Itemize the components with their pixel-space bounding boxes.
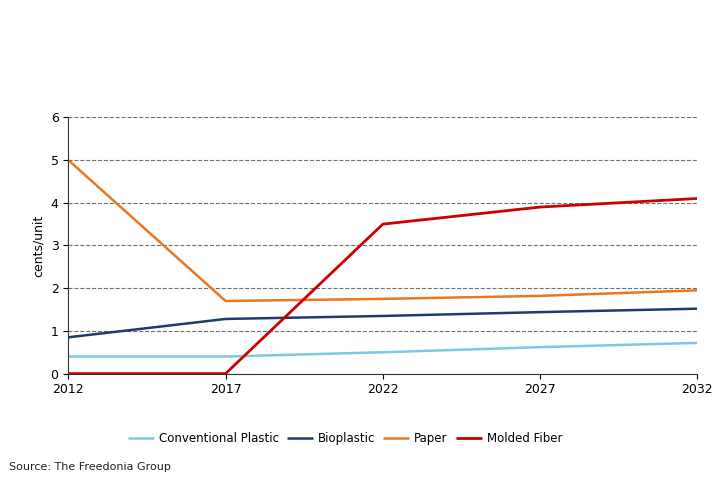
- Text: Figure 3-3.: Figure 3-3.: [9, 11, 78, 21]
- Text: (cents per unit): (cents per unit): [9, 70, 107, 80]
- Text: Disposable Straw Pricing by Material,: Disposable Straw Pricing by Material,: [9, 31, 244, 41]
- Text: Freedonia: Freedonia: [575, 86, 641, 99]
- Text: ®: ®: [679, 82, 687, 88]
- Text: Source: The Freedonia Group: Source: The Freedonia Group: [9, 462, 171, 472]
- Legend: Conventional Plastic, Bioplastic, Paper, Molded Fiber: Conventional Plastic, Bioplastic, Paper,…: [124, 427, 567, 449]
- Y-axis label: cents/unit: cents/unit: [32, 214, 45, 277]
- Text: 2012, 2017, 2022, 2027, & 2032: 2012, 2017, 2022, 2027, & 2032: [9, 50, 210, 60]
